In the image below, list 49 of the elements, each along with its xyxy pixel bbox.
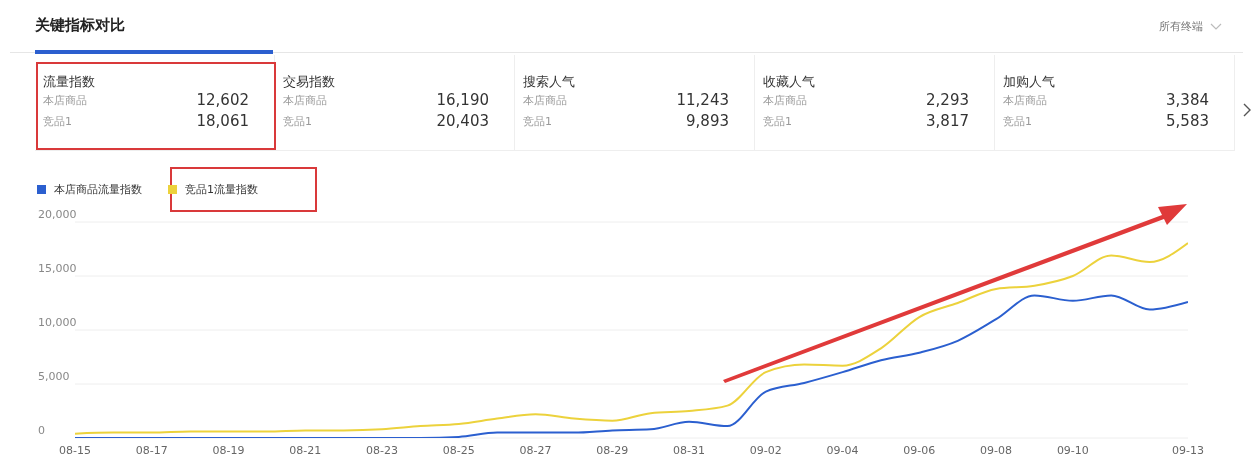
text: 关键指标对比 — [35, 16, 125, 35]
text: 流量指数 — [43, 73, 95, 91]
text: 20,403 — [436, 112, 489, 130]
y-tick-label: 20,000 — [38, 208, 77, 221]
legend-label: 竞品1流量指数 — [185, 182, 258, 197]
text: 所有终端 — [1159, 19, 1203, 34]
x-tick-label: 08-17 — [135, 443, 168, 457]
text: 竞品1 — [1003, 114, 1032, 129]
text: 竞品1 — [283, 114, 312, 129]
y-tick-label: 0 — [38, 424, 45, 437]
text: 搜索人气 — [523, 73, 575, 91]
x-tick-label: 08-15 — [59, 443, 91, 457]
y-tick-label: 15,000 — [38, 262, 77, 275]
text: 2,293 — [926, 91, 969, 109]
y-tick-label: 5,000 — [38, 370, 70, 383]
x-tick-label: 08-23 — [366, 443, 399, 457]
text: 9,893 — [686, 112, 729, 130]
text: 11,243 — [676, 91, 729, 109]
text: 交易指数 — [283, 73, 335, 91]
text: 加购人气 — [1003, 73, 1055, 91]
text: 竞品1 — [763, 114, 792, 129]
legend-label: 本店商品流量指数 — [54, 182, 142, 197]
text: 竞品1 — [43, 114, 72, 129]
text: 竞品1 — [523, 114, 552, 129]
text: 3,384 — [1166, 91, 1209, 109]
x-tick-label: 09-08 — [980, 443, 1013, 457]
text: 本店商品 — [523, 93, 567, 108]
text: 本店商品 — [43, 93, 87, 108]
text: 本店商品 — [1003, 93, 1047, 108]
x-tick-label: 08-27 — [519, 443, 552, 457]
x-tick-label: 08-19 — [212, 443, 245, 457]
text: 12,602 — [196, 91, 249, 109]
y-tick-label: 10,000 — [38, 316, 77, 329]
x-tick-label: 08-29 — [596, 443, 629, 457]
x-tick-label: 09-04 — [826, 443, 859, 457]
text: 收藏人气 — [763, 73, 815, 91]
x-tick-label: 08-31 — [673, 443, 706, 457]
text: 18,061 — [196, 112, 249, 130]
x-tick-label: 09-02 — [749, 443, 782, 457]
text: 本店商品 — [763, 93, 807, 108]
x-tick-label: 08-21 — [289, 443, 322, 457]
text: 3,817 — [926, 112, 969, 130]
x-tick-label: 08-25 — [442, 443, 475, 457]
x-tick-label: 09-13 — [1172, 443, 1204, 457]
text: 16,190 — [436, 91, 489, 109]
text: 5,583 — [1166, 112, 1209, 130]
x-tick-label: 09-06 — [903, 443, 936, 457]
text: 本店商品 — [283, 93, 327, 108]
x-tick-label: 09-10 — [1056, 443, 1089, 457]
